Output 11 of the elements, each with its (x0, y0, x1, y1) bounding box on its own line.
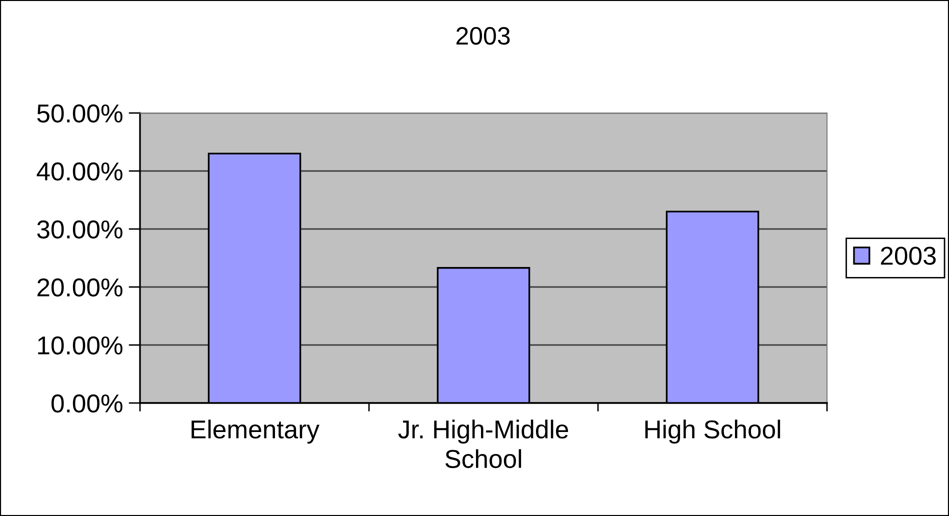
x-tick-label: High School (645, 420, 780, 444)
y-tick-label: 10.00% (38, 336, 122, 355)
chart-title: 2003 (456, 27, 510, 45)
y-tick-label: 0.00% (51, 394, 122, 413)
x-tick-label: Jr. High-Middle School (398, 420, 568, 468)
x-tick-label: Elementary (192, 420, 320, 444)
y-tick-label: 20.00% (37, 278, 122, 297)
legend-label: 2003 (880, 246, 936, 265)
y-tick-label: 50.00% (37, 104, 122, 123)
y-tick-label: 30.00% (37, 220, 122, 239)
y-tick-label: 40.00% (36, 162, 122, 181)
